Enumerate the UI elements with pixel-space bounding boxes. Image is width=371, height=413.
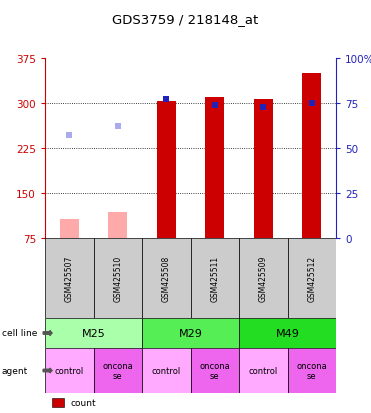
Bar [93,348,142,393]
Text: M29: M29 [178,328,203,338]
Bar [190,238,239,318]
Text: oncona
se: oncona se [296,361,327,380]
Bar [288,238,336,318]
Bar [157,102,176,238]
Bar [190,348,239,393]
Bar [239,238,288,318]
Text: GSM425509: GSM425509 [259,255,268,301]
Text: M49: M49 [276,328,299,338]
Bar [302,74,321,238]
Bar [93,238,142,318]
Bar [239,348,288,393]
Text: control: control [152,366,181,375]
Bar [45,348,93,393]
Text: GDS3759 / 218148_at: GDS3759 / 218148_at [112,13,259,26]
Bar [205,98,224,238]
Text: M25: M25 [82,328,105,338]
Text: count: count [71,398,96,407]
Text: control: control [249,366,278,375]
Bar [288,348,336,393]
Text: GSM425512: GSM425512 [307,255,316,301]
Text: agent: agent [2,366,28,375]
Text: cell line: cell line [2,329,37,338]
Bar [142,318,239,348]
Text: GSM425507: GSM425507 [65,255,74,301]
Bar [239,318,336,348]
Bar [45,238,93,318]
Text: GSM425511: GSM425511 [210,255,219,301]
Text: oncona
se: oncona se [102,361,133,380]
Bar [142,348,190,393]
Bar [142,238,190,318]
Text: GSM425508: GSM425508 [162,255,171,301]
Bar [108,213,128,238]
Bar [60,219,79,238]
Text: oncona
se: oncona se [199,361,230,380]
Bar [45,318,142,348]
Text: control: control [55,366,84,375]
Bar [253,100,273,238]
Text: GSM425510: GSM425510 [113,255,122,301]
